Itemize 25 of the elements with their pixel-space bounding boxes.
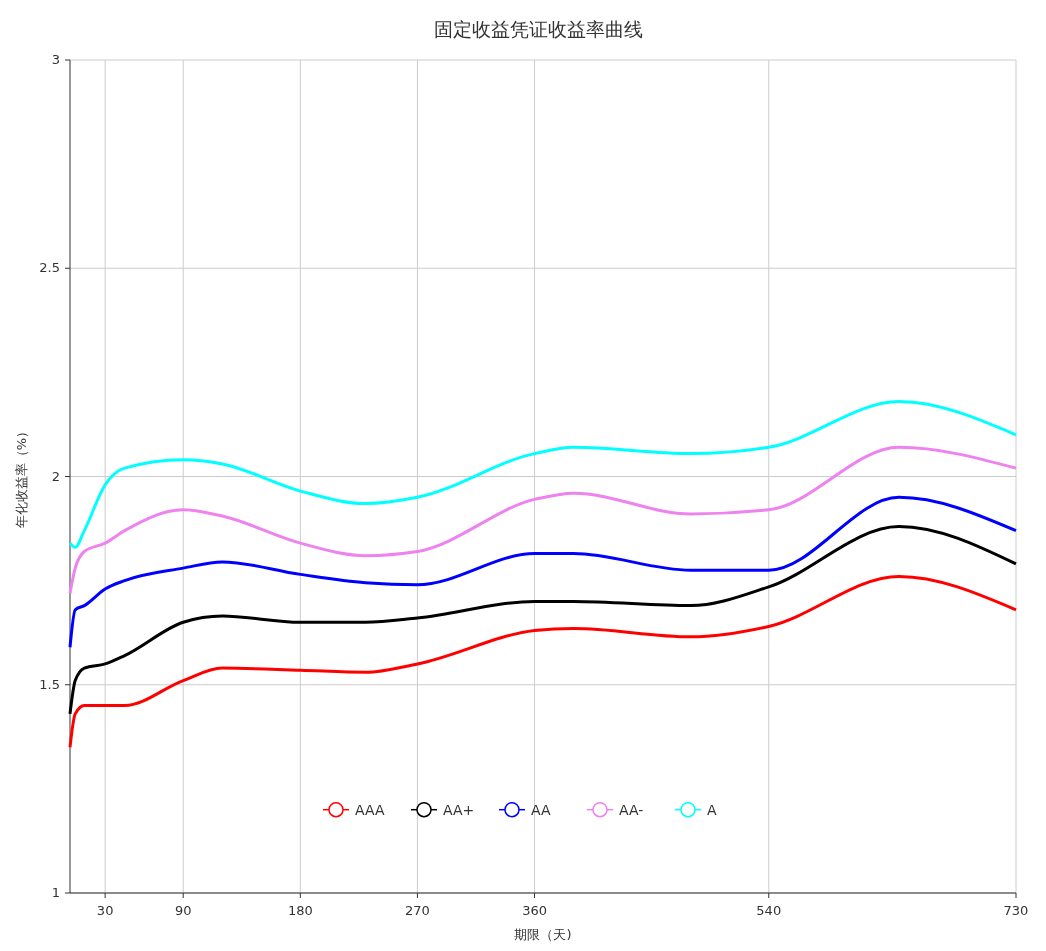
y-tick-label: 2.5: [39, 260, 60, 276]
legend-label: AA+: [443, 801, 475, 818]
line-series: [68, 445, 1018, 595]
line-series: [68, 495, 1018, 649]
chart-title: 固定收益凭证收益率曲线: [433, 18, 643, 40]
x-tick-label: 270: [405, 903, 430, 918]
legend-label: AA-: [619, 801, 644, 818]
line-series: [68, 574, 1018, 749]
x-tick-label: 90: [174, 903, 192, 918]
legend-label: AAA: [355, 801, 385, 818]
y-tick-label: 1.5: [39, 676, 60, 692]
x-axis-title: 期限（天): [514, 927, 572, 942]
x-tick-label: 540: [756, 903, 782, 918]
x-tick-label: 730: [1003, 903, 1029, 918]
y-tick-label: 3: [51, 52, 60, 67]
line-series: [68, 524, 1018, 716]
y-tick-label: 1: [51, 885, 60, 900]
legend-label: AA: [531, 801, 551, 818]
x-tick-label: 360: [522, 903, 547, 918]
y-tick-label: 2: [51, 468, 60, 484]
legend-label: A: [707, 801, 717, 818]
y-axis-title: 年化收益率（%）: [14, 424, 29, 529]
x-tick-label: 180: [287, 903, 313, 918]
x-tick-label: 30: [96, 903, 114, 918]
line-series: [68, 400, 1018, 549]
